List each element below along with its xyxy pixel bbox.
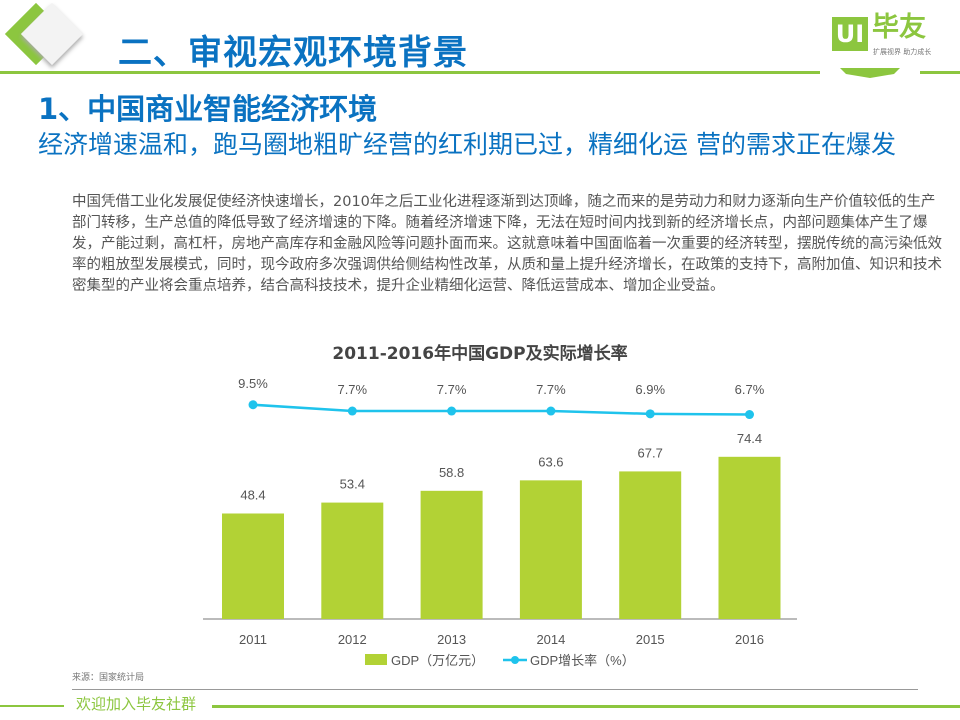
- bar-2011: [222, 513, 284, 619]
- bar-2015: [619, 471, 682, 619]
- growth-label-2013: 7.7%: [437, 382, 467, 397]
- x-tick-2013: 2013: [437, 632, 466, 647]
- footer-text: 欢迎加入毕友社群: [76, 695, 197, 713]
- legend-label-growth: GDP增长率（%）: [530, 653, 635, 668]
- chart-title: 2011-2016年中国GDP及实际增长率: [332, 344, 628, 364]
- growth-label-2012: 7.7%: [337, 382, 367, 397]
- logo-tagline: 扩展视界 助力成长: [873, 48, 932, 56]
- legend-label-gdp: GDP（万亿元）: [391, 653, 484, 668]
- bar-label-2011: 48.4: [240, 487, 265, 502]
- growth-point-2015: [645, 409, 655, 419]
- growth-label-2011: 9.5%: [238, 376, 268, 391]
- page-title: 二、审视宏观环境背景: [118, 33, 468, 73]
- x-tick-2011: 2011: [239, 632, 267, 647]
- legend-swatch-gdp: [365, 654, 387, 665]
- header-divider-right: [920, 71, 960, 74]
- section-heading: 1、中国商业智能经济环境: [38, 92, 378, 126]
- x-tick-2014: 2014: [536, 632, 565, 647]
- growth-point-2011: [248, 400, 258, 410]
- growth-label-2016: 6.7%: [735, 382, 765, 397]
- footer-line-left: [0, 705, 64, 707]
- legend-marker-growth: [511, 656, 519, 664]
- growth-point-2014: [546, 406, 556, 416]
- bar-label-2015: 67.7: [638, 445, 663, 460]
- bar-2016: [718, 456, 781, 619]
- growth-point-2016: [745, 410, 754, 420]
- header-divider: [0, 71, 820, 74]
- bar-label-2012: 53.4: [340, 477, 365, 492]
- source-note: 来源：国家统计局: [72, 673, 145, 683]
- bar-2013: [420, 490, 483, 619]
- growth-point-2012: [347, 406, 357, 416]
- growth-label-2015: 6.9%: [635, 382, 665, 397]
- source-divider: [72, 689, 918, 690]
- bar-label-2014: 63.6: [538, 454, 563, 469]
- growth-label-2014: 7.7%: [536, 382, 566, 397]
- growth-point-2013: [447, 406, 457, 416]
- bar-label-2016: 74.4: [737, 431, 762, 446]
- bar-2012: [321, 502, 384, 619]
- bar-2014: [519, 480, 582, 619]
- logo-mark: UI: [832, 17, 868, 51]
- x-tick-2016: 2016: [735, 632, 764, 647]
- x-tick-2015: 2015: [636, 632, 665, 647]
- x-tick-2012: 2012: [338, 632, 367, 647]
- chevron-down-icon: [840, 68, 900, 78]
- section-subheading: 经济增速温和，跑马圈地粗旷经营的红利期已过，精细化运 营的需求正在爆发: [38, 130, 896, 159]
- growth-line: [252, 403, 750, 416]
- bar-label-2013: 58.8: [439, 465, 464, 480]
- body-paragraph: 中国凭借工业化发展促使经济快速增长，2010年之后工业化进程逐渐到达顶峰，随之而…: [72, 194, 942, 294]
- logo-name: 毕友: [872, 12, 926, 43]
- footer-line-right: [212, 705, 960, 708]
